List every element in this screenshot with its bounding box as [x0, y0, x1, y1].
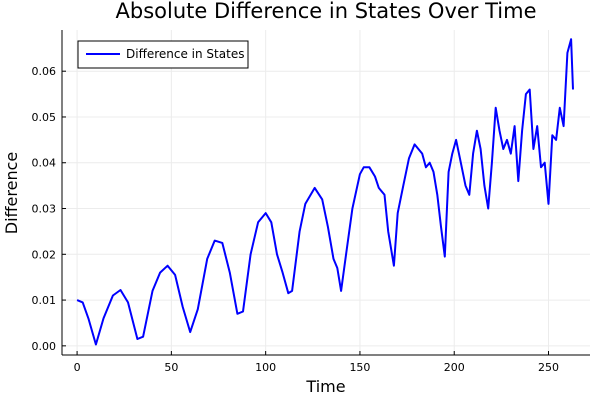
y-tick-label: 0.05 [32, 111, 57, 124]
series-line [76, 38, 574, 346]
x-tick-label: 100 [255, 361, 276, 374]
y-tick-label: 0.06 [32, 65, 57, 78]
legend: Difference in States [77, 40, 249, 69]
y-tick-label: 0.02 [32, 248, 57, 261]
y-tick-label: 0.00 [32, 340, 57, 353]
y-ticks: 0.00 0.01 0.02 0.03 0.04 0.05 0.06 [32, 65, 66, 353]
x-axis-label: Time [305, 377, 345, 396]
x-tick-label: 250 [538, 361, 559, 374]
x-tick-label: 0 [74, 361, 81, 374]
x-tick-label: 50 [164, 361, 178, 374]
legend-label: Difference in States [126, 47, 244, 61]
y-tick-label: 0.01 [32, 294, 57, 307]
y-tick-label: 0.03 [32, 203, 57, 216]
chart-title: Absolute Difference in States Over Time [116, 0, 537, 23]
x-ticks: 0 50 100 150 200 250 [74, 351, 559, 374]
series-layer [76, 38, 574, 346]
y-tick-label: 0.04 [32, 157, 57, 170]
x-tick-label: 200 [444, 361, 465, 374]
axes [61, 30, 590, 356]
x-tick-label: 150 [349, 361, 370, 374]
y-axis-label: Difference [2, 152, 21, 234]
